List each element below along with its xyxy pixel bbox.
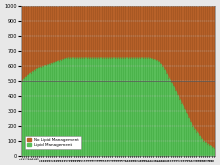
- Legend: No Lipid Management, Lipid Management: No Lipid Management, Lipid Management: [25, 136, 81, 149]
